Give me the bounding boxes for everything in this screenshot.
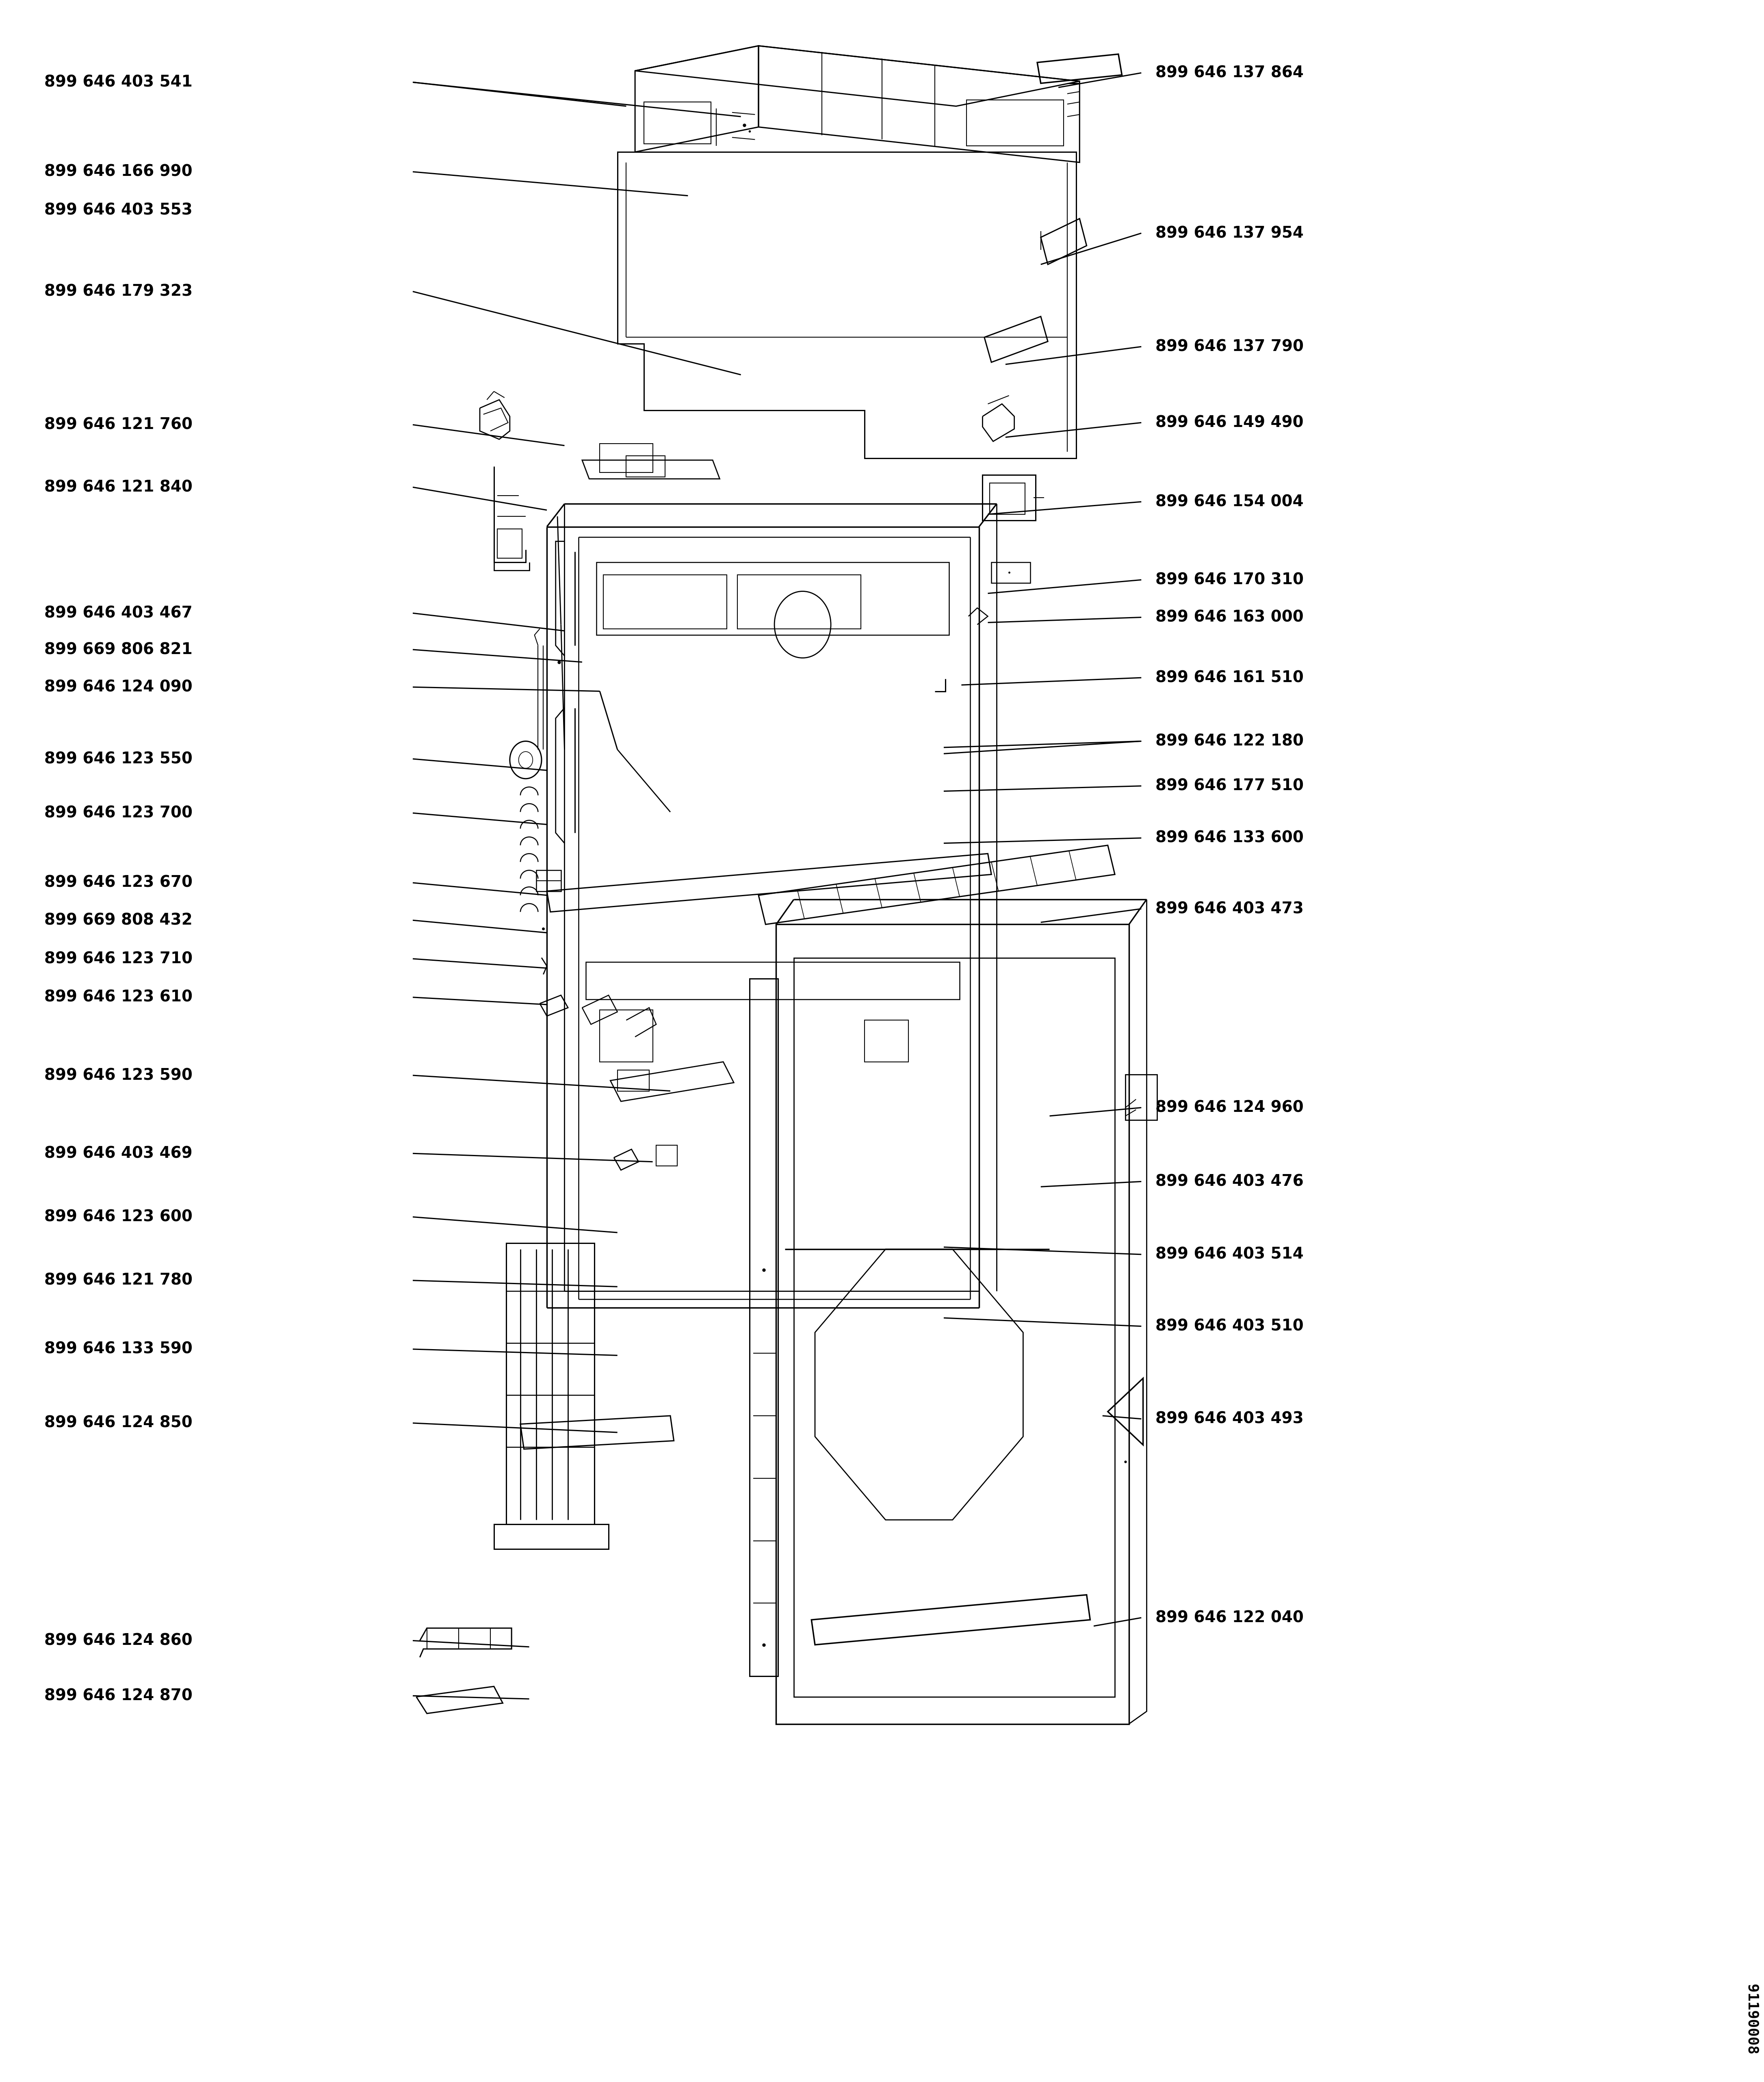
Text: 899 646 121 760: 899 646 121 760 [44, 416, 192, 433]
Bar [794, 958, 1115, 1697]
Text: 899 646 124 870: 899 646 124 870 [44, 1689, 192, 1703]
Bar [626, 456, 665, 477]
Bar [497, 529, 522, 558]
Text: 899 646 123 700: 899 646 123 700 [44, 806, 192, 820]
Text: 899 646 123 590: 899 646 123 590 [44, 1068, 192, 1083]
Text: 899 646 403 541: 899 646 403 541 [44, 75, 192, 90]
Text: 899 646 133 590: 899 646 133 590 [44, 1341, 192, 1357]
Text: 899 646 161 510: 899 646 161 510 [1155, 670, 1304, 685]
Text: 899 646 123 600: 899 646 123 600 [44, 1210, 192, 1224]
Bar [1125, 1074, 1157, 1120]
Text: 899 646 124 860: 899 646 124 860 [44, 1632, 192, 1649]
Text: 899 646 124 960: 899 646 124 960 [1155, 1099, 1304, 1116]
Bar [990, 483, 1025, 514]
Text: 899 646 403 473: 899 646 403 473 [1155, 902, 1304, 916]
Bar [737, 575, 861, 629]
Text: 899 646 137 954: 899 646 137 954 [1155, 225, 1304, 242]
Text: 899 646 149 490: 899 646 149 490 [1155, 414, 1304, 431]
Bar [617, 1070, 649, 1091]
Bar [967, 100, 1064, 146]
Bar [600, 1010, 653, 1062]
Text: 899 646 123 670: 899 646 123 670 [44, 874, 192, 891]
Bar [506, 1243, 594, 1524]
Text: 899 646 179 323: 899 646 179 323 [44, 283, 192, 300]
Bar [983, 475, 1035, 520]
Text: 899 646 124 850: 899 646 124 850 [44, 1416, 192, 1430]
Bar [586, 962, 960, 999]
Bar [596, 562, 949, 635]
Text: 899 646 123 610: 899 646 123 610 [44, 989, 192, 1006]
Text: 899 646 124 090: 899 646 124 090 [44, 679, 192, 695]
Text: 899 646 403 493: 899 646 403 493 [1155, 1412, 1304, 1426]
Text: 899 646 166 990: 899 646 166 990 [44, 164, 192, 179]
Text: 899 646 403 467: 899 646 403 467 [44, 606, 192, 620]
Text: 899 646 121 840: 899 646 121 840 [44, 479, 192, 496]
Text: 899 646 403 510: 899 646 403 510 [1155, 1318, 1304, 1335]
Bar [864, 1020, 908, 1062]
Bar [750, 979, 778, 1676]
Text: 899 646 122 040: 899 646 122 040 [1155, 1609, 1304, 1626]
Text: 899 646 403 469: 899 646 403 469 [44, 1145, 192, 1162]
Text: 899 646 123 710: 899 646 123 710 [44, 951, 192, 966]
Text: 899 669 806 821: 899 669 806 821 [44, 641, 192, 658]
Text: 899 646 133 600: 899 646 133 600 [1155, 831, 1304, 845]
Bar [656, 1145, 677, 1166]
Text: 899 646 170 310: 899 646 170 310 [1155, 573, 1304, 587]
Text: 899 669 808 432: 899 669 808 432 [44, 912, 192, 929]
Text: 899 646 123 550: 899 646 123 550 [44, 752, 192, 766]
Text: 899 646 403 476: 899 646 403 476 [1155, 1174, 1304, 1189]
Bar [644, 102, 711, 144]
Text: 91190008: 91190008 [1745, 1984, 1759, 2055]
Text: 899 646 403 553: 899 646 403 553 [44, 202, 192, 219]
Text: 899 646 177 510: 899 646 177 510 [1155, 779, 1304, 793]
Text: 899 646 154 004: 899 646 154 004 [1155, 493, 1304, 510]
Text: 899 646 137 864: 899 646 137 864 [1155, 65, 1304, 81]
Text: 899 646 121 780: 899 646 121 780 [44, 1272, 192, 1289]
Bar [600, 443, 653, 473]
Text: 899 646 403 514: 899 646 403 514 [1155, 1247, 1304, 1262]
Text: 899 646 163 000: 899 646 163 000 [1155, 610, 1304, 625]
Bar [536, 870, 561, 891]
Bar [603, 575, 727, 629]
Bar [991, 562, 1030, 583]
Text: 899 646 137 790: 899 646 137 790 [1155, 339, 1304, 354]
Text: 899 646 122 180: 899 646 122 180 [1155, 733, 1304, 750]
